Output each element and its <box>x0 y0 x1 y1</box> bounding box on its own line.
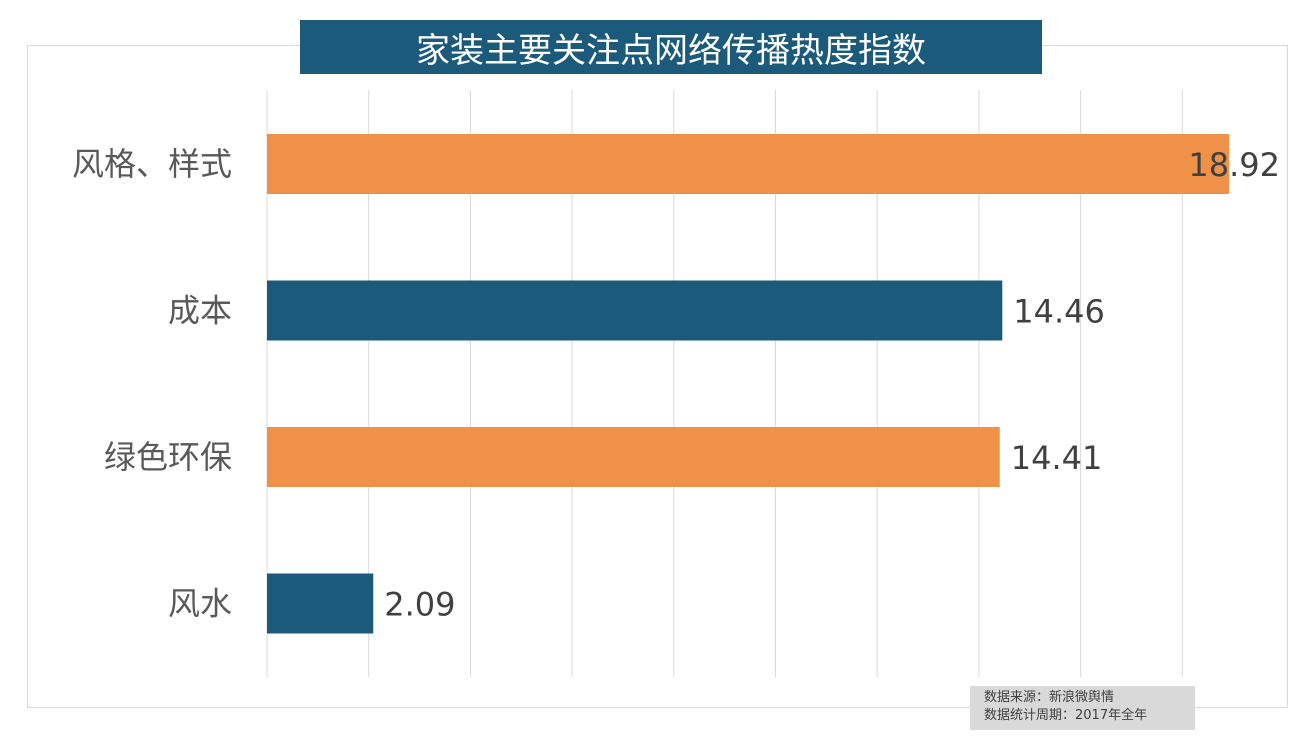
source-note: 数据来源：新浪微舆情 数据统计周期：2017年全年 <box>970 686 1195 730</box>
bar <box>267 280 1003 341</box>
category-label: 成本 <box>168 292 232 330</box>
category-label: 绿色环保 <box>104 438 232 476</box>
bar <box>267 134 1230 194</box>
data-label: 18.92 <box>1188 146 1280 184</box>
bar <box>267 573 374 634</box>
data-label: 14.46 <box>1013 293 1105 331</box>
bar <box>267 427 1000 487</box>
category-label: 风水 <box>168 585 232 623</box>
data-label: 14.41 <box>1011 439 1103 477</box>
period-text: 数据统计周期：2017年全年 <box>984 708 1148 723</box>
category-label: 风格、样式 <box>72 145 232 183</box>
source-text: 数据来源：新浪微舆情 <box>984 690 1115 705</box>
data-label: 2.09 <box>384 586 455 624</box>
chart-title: 家装主要关注点网络传播热度指数 <box>300 20 1042 74</box>
